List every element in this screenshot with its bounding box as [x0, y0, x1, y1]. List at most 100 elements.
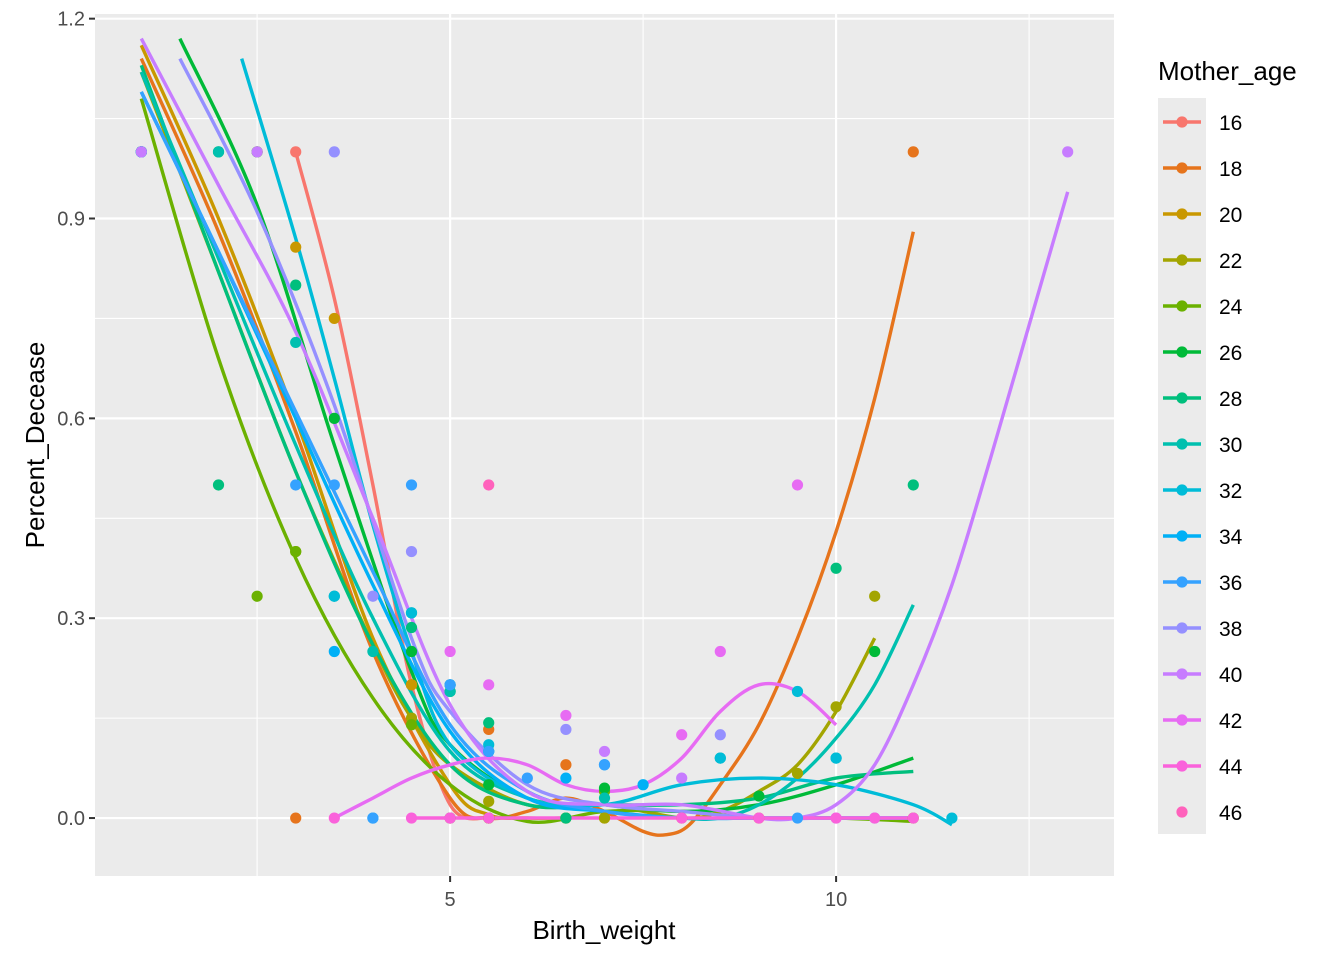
data-point-age-28 [212, 479, 225, 491]
data-point-age-28 [290, 279, 302, 291]
data-point-age-42 [444, 645, 456, 658]
x-axis: 5 10 [445, 876, 847, 911]
data-point-age-26 [483, 779, 495, 791]
legend-label: 34 [1219, 526, 1243, 549]
data-point-age-40 [1062, 146, 1074, 158]
legend-title: Mother_age [1158, 56, 1297, 86]
legend-label: 22 [1219, 250, 1242, 273]
data-point-age-32 [328, 590, 340, 602]
legend-key-point [1176, 438, 1188, 450]
data-point-age-26 [598, 782, 611, 794]
data-point-age-26 [753, 790, 765, 802]
data-point-age-44 [830, 812, 842, 824]
data-point-age-30 [598, 792, 611, 804]
data-point-age-42 [714, 645, 726, 658]
legend-label: 38 [1219, 618, 1242, 641]
smooth-curve-age-16 [294, 151, 490, 821]
data-point-age-42 [676, 729, 688, 741]
data-point-age-42 [483, 679, 495, 691]
data-point-age-18 [290, 812, 302, 824]
legend-label: 42 [1219, 710, 1242, 733]
data-point-age-40 [676, 772, 688, 784]
legend-key-point [1176, 208, 1188, 220]
legend-key-point [1176, 714, 1188, 726]
data-point-age-26 [328, 412, 340, 424]
data-point-age-44 [753, 812, 765, 824]
data-point-age-34 [560, 772, 572, 784]
smooth-curve-age-40 [139, 37, 1070, 822]
legend-key-point [1176, 622, 1188, 634]
data-point-age-44 [405, 812, 418, 824]
data-point-age-28 [830, 562, 842, 574]
data-point-age-30 [290, 336, 302, 349]
data-point-age-22 [869, 590, 881, 602]
y-tick-label: 0.6 [57, 408, 85, 430]
data-point-age-44 [444, 812, 456, 824]
grid-minor [95, 14, 1114, 876]
data-point-age-18 [560, 759, 572, 771]
data-point-age-36 [328, 479, 340, 491]
data-point-age-22 [483, 795, 495, 807]
data-point-age-34 [328, 645, 340, 658]
data-point-age-24 [251, 590, 263, 602]
data-point-age-16 [290, 146, 302, 158]
legend-label: 18 [1219, 158, 1242, 181]
legend-key-point [1176, 116, 1188, 128]
x-axis-title: Birth_weight [532, 915, 676, 945]
data-point-age-24 [405, 719, 418, 731]
data-point-age-36 [521, 772, 533, 784]
data-point-age-36 [367, 812, 379, 824]
y-axis-title: Percent_Decease [20, 342, 50, 549]
data-point-age-38 [714, 729, 726, 741]
legend-key-background [1158, 98, 1206, 834]
data-point-age-26 [405, 645, 418, 658]
legend-key-point [1176, 162, 1188, 174]
smooth-curve-age-32 [240, 58, 953, 827]
data-point-age-42 [560, 709, 572, 722]
data-point-age-46 [483, 479, 495, 491]
legend-key-point [1176, 806, 1188, 818]
legend-key-point [1176, 346, 1188, 358]
legend-key-point [1176, 576, 1188, 588]
data-point-age-38 [405, 545, 418, 558]
data-point-age-20 [405, 679, 418, 691]
data-point-age-20 [290, 241, 302, 253]
legend-label: 46 [1219, 802, 1242, 825]
data-point-age-22 [830, 701, 842, 713]
data-point-age-26 [869, 645, 881, 658]
legend-label: 32 [1219, 480, 1242, 503]
data-point-age-32 [405, 607, 418, 619]
data-point-age-22 [791, 767, 804, 780]
smooth-curve-age-42 [333, 681, 838, 820]
x-tick-label: 10 [825, 889, 847, 911]
data-point-age-20 [328, 312, 340, 325]
data-point-age-36 [791, 812, 804, 824]
legend-key-point [1176, 668, 1188, 680]
legend-label: 24 [1219, 296, 1243, 319]
data-point-age-36 [405, 479, 418, 491]
data-point-age-38 [367, 590, 379, 602]
data-point-age-32 [714, 752, 726, 764]
y-tick-label: 1.2 [57, 9, 85, 31]
data-point-age-38 [328, 146, 340, 158]
data-point-age-30 [367, 645, 379, 658]
legend: Mother_age 16 18 20 22 24 26 28 30 32 34 36 38 40 42 4… [1158, 56, 1297, 834]
data-point-age-40 [251, 146, 263, 158]
legend-label: 30 [1219, 434, 1242, 457]
data-points [135, 146, 1074, 824]
data-point-age-38 [560, 723, 572, 736]
data-point-age-36 [483, 745, 495, 758]
legend-key-point [1176, 484, 1188, 496]
legend-key-point [1176, 530, 1188, 542]
data-point-age-44 [907, 812, 919, 824]
y-axis: 0.0 0.3 0.6 0.9 1.2 [57, 9, 95, 830]
data-point-age-28 [907, 479, 919, 491]
legend-label: 26 [1219, 342, 1242, 365]
legend-items: 16 18 20 22 24 26 28 30 32 34 36 38 40 42 44 46 [1163, 112, 1243, 825]
data-point-age-30 [212, 146, 225, 158]
y-tick-label: 0.0 [57, 808, 85, 830]
legend-key-point [1176, 254, 1188, 266]
data-point-age-32 [791, 685, 804, 698]
data-point-age-22 [598, 812, 611, 824]
legend-key-point [1176, 300, 1188, 312]
